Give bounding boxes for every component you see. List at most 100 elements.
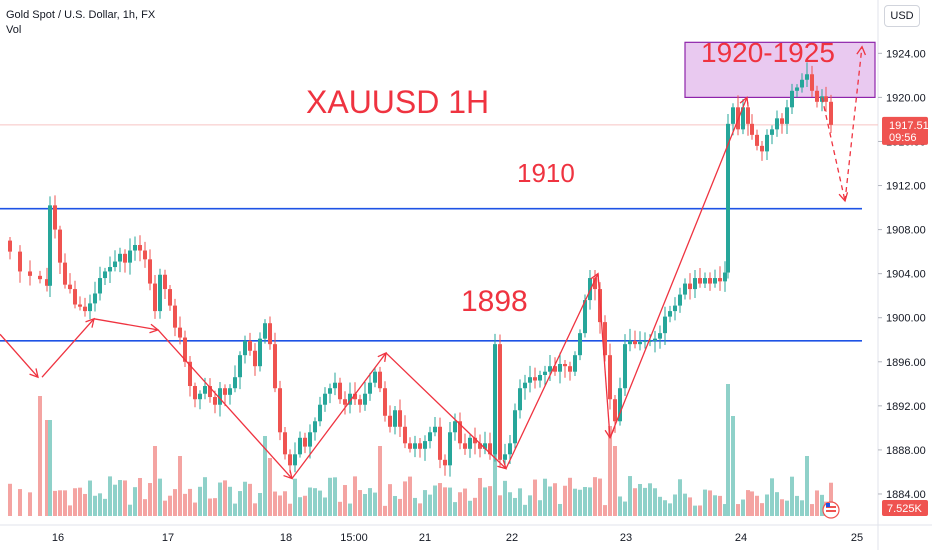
candle-body[interactable] [508, 443, 512, 455]
candle-body[interactable] [78, 304, 82, 307]
candle-body[interactable] [518, 388, 522, 411]
candle-body[interactable] [698, 278, 702, 284]
candle-body[interactable] [38, 275, 42, 280]
trend-arrow-line[interactable] [157, 329, 293, 479]
candle-body[interactable] [83, 306, 87, 312]
candle-body[interactable] [348, 393, 352, 405]
candle-body[interactable] [403, 426, 407, 444]
candle-body[interactable] [368, 382, 372, 394]
candle-body[interactable] [553, 366, 557, 372]
candle-body[interactable] [453, 421, 457, 433]
candle-body[interactable] [528, 377, 532, 383]
currency-button[interactable]: USD [884, 5, 920, 27]
candle-body[interactable] [628, 340, 632, 345]
candle-body[interactable] [193, 386, 197, 400]
candle-body[interactable] [443, 459, 447, 466]
trend-arrow-line[interactable] [93, 318, 159, 331]
candle-body[interactable] [533, 377, 537, 381]
candle-body[interactable] [163, 274, 167, 290]
candle-body[interactable] [308, 432, 312, 447]
candle-body[interactable] [93, 293, 97, 304]
candle-body[interactable] [503, 454, 507, 460]
candle-body[interactable] [755, 134, 759, 146]
candle-body[interactable] [343, 399, 347, 405]
candle-body[interactable] [253, 350, 257, 367]
candle-body[interactable] [741, 107, 745, 130]
candle-body[interactable] [775, 118, 779, 130]
trend-arrow-line[interactable] [505, 273, 599, 469]
candle-body[interactable] [378, 371, 382, 389]
candle-body[interactable] [668, 311, 672, 317]
candle-body[interactable] [623, 344, 627, 389]
candle-body[interactable] [543, 371, 547, 375]
candle-body[interactable] [785, 107, 789, 124]
candle-body[interactable] [153, 283, 157, 312]
candle-body[interactable] [573, 355, 577, 372]
candle-body[interactable] [258, 338, 262, 367]
candle-body[interactable] [103, 271, 107, 279]
candle-body[interactable] [703, 278, 707, 284]
candle-body[interactable] [633, 340, 637, 345]
volume-legend-label[interactable]: Vol [6, 24, 22, 36]
candle-body[interactable] [653, 338, 657, 341]
candle-body[interactable] [8, 240, 12, 252]
candle-body[interactable] [583, 300, 587, 334]
candle-body[interactable] [108, 267, 112, 272]
candle-body[interactable] [208, 386, 212, 398]
candle-body[interactable] [800, 79, 804, 88]
candle-body[interactable] [173, 305, 177, 328]
candle-body[interactable] [88, 303, 92, 312]
candle-body[interactable] [383, 388, 387, 416]
candle-body[interactable] [770, 129, 774, 135]
candle-body[interactable] [663, 316, 667, 334]
candle-body[interactable] [493, 344, 497, 455]
candle-body[interactable] [183, 337, 187, 362]
candle-body[interactable] [780, 118, 784, 124]
candle-body[interactable] [593, 278, 597, 290]
candle-body[interactable] [168, 289, 172, 306]
candle-body[interactable] [148, 259, 152, 284]
candle-body[interactable] [458, 421, 462, 444]
trend-arrow-line[interactable] [844, 46, 863, 202]
candle-body[interactable] [538, 374, 542, 381]
candle-body[interactable] [198, 393, 202, 400]
candle-body[interactable] [795, 87, 799, 91]
candle-body[interactable] [483, 443, 487, 449]
candle-body[interactable] [218, 388, 222, 405]
candle-body[interactable] [278, 388, 282, 433]
trend-arrow-line[interactable] [821, 97, 846, 202]
candle-body[interactable] [708, 278, 712, 284]
symbol-title[interactable]: Gold Spot / U.S. Dollar, 1h, FX [6, 9, 156, 21]
candle-body[interactable] [323, 393, 327, 405]
candle-body[interactable] [658, 333, 662, 339]
candle-body[interactable] [805, 74, 809, 80]
candle-body[interactable] [213, 397, 217, 405]
trend-arrow-line[interactable] [0, 333, 39, 378]
candle-body[interactable] [726, 123, 730, 273]
candle-body[interactable] [815, 90, 819, 102]
trend-arrow-line[interactable] [291, 352, 387, 479]
trend-arrow-line[interactable] [41, 318, 95, 378]
candle-body[interactable] [693, 278, 697, 290]
candle-body[interactable] [293, 454, 297, 466]
candle-body[interactable] [18, 251, 22, 272]
candle-body[interactable] [673, 305, 677, 312]
candle-body[interactable] [143, 250, 147, 260]
candle-body[interactable] [73, 289, 77, 305]
candle-body[interactable] [810, 74, 814, 91]
candle-body[interactable] [488, 443, 492, 455]
candle-body[interactable] [393, 410, 397, 427]
candle-body[interactable] [48, 205, 52, 286]
candle-body[interactable] [463, 443, 467, 449]
candle-body[interactable] [128, 250, 132, 263]
candle-body[interactable] [318, 404, 322, 422]
candle-body[interactable] [478, 443, 482, 449]
candle-body[interactable] [328, 388, 332, 394]
candle-body[interactable] [688, 283, 692, 290]
candle-body[interactable] [63, 262, 67, 285]
candle-body[interactable] [618, 388, 622, 422]
candle-body[interactable] [558, 363, 562, 372]
candle-body[interactable] [178, 327, 182, 338]
candle-body[interactable] [273, 344, 277, 389]
